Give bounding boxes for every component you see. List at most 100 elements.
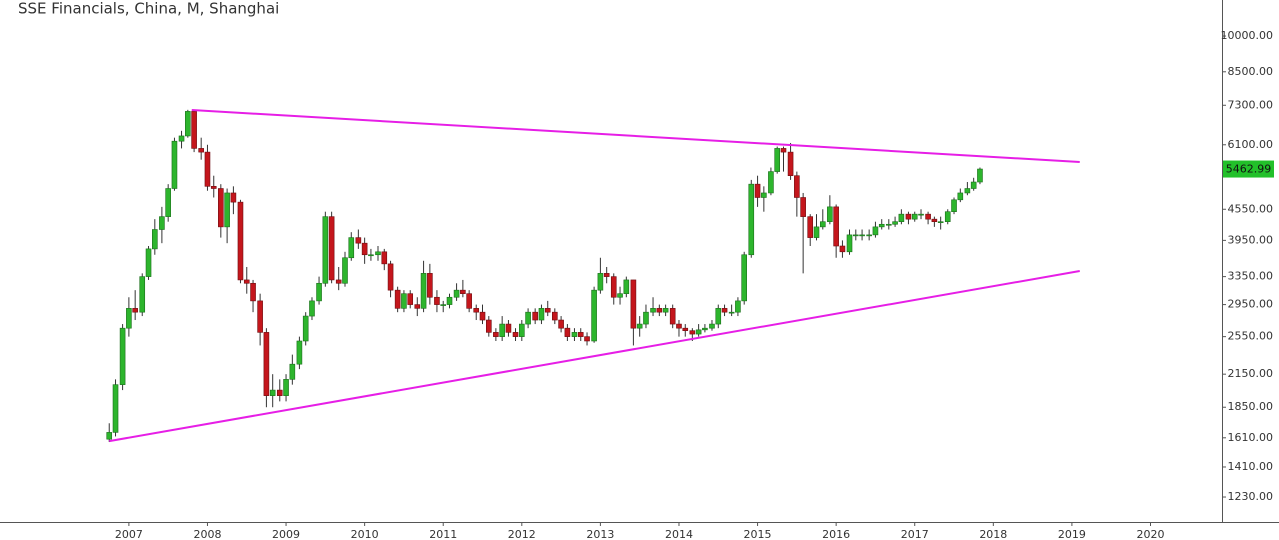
candle-body xyxy=(885,223,892,226)
y-tick-label: 4550.00 xyxy=(1228,202,1274,215)
candle-body xyxy=(185,111,191,137)
candle-body xyxy=(361,242,368,256)
candle-body xyxy=(499,323,505,337)
candle-body xyxy=(558,319,564,329)
candle-body xyxy=(427,273,433,298)
candle-body xyxy=(552,311,558,321)
candle-body xyxy=(937,221,944,223)
candle-body xyxy=(833,206,839,247)
x-tick-label: 2014 xyxy=(665,528,693,540)
candle-body xyxy=(218,188,224,228)
candle-body xyxy=(198,148,204,153)
candle-body xyxy=(944,211,951,222)
candle-body xyxy=(662,308,669,313)
candle-body xyxy=(957,192,964,201)
trend-line xyxy=(109,270,1080,443)
candle-body xyxy=(610,276,617,298)
candle-body xyxy=(191,111,197,149)
candle-body xyxy=(512,332,519,337)
candle-body xyxy=(505,323,512,333)
candle-body xyxy=(466,293,472,309)
last-price-label: 5462.99 xyxy=(1226,163,1272,176)
candle-body xyxy=(302,315,309,342)
candle-body xyxy=(106,432,113,440)
candle-body xyxy=(159,216,165,230)
y-tick-label: 1230.00 xyxy=(1228,490,1274,503)
candle-body xyxy=(276,389,283,396)
candle-body xyxy=(283,379,289,396)
candle-body xyxy=(112,384,119,433)
candle-body xyxy=(532,311,538,321)
candle-body xyxy=(702,327,708,331)
candle-body xyxy=(951,199,957,212)
candle-body xyxy=(322,216,329,284)
candle-body xyxy=(224,192,230,228)
candle-body xyxy=(892,221,898,225)
candle-body xyxy=(407,293,414,305)
x-tick-label: 2009 xyxy=(272,528,300,540)
candle-body xyxy=(709,323,715,329)
candle-body xyxy=(460,289,466,294)
candle-body xyxy=(905,213,912,220)
y-tick-label: 7300.00 xyxy=(1228,98,1274,111)
candle-body xyxy=(630,279,637,329)
candle-body xyxy=(577,332,584,337)
candle-body xyxy=(296,340,303,365)
candle-body xyxy=(525,311,531,325)
candle-body xyxy=(780,148,787,153)
candle-body xyxy=(827,206,833,222)
candle-body xyxy=(918,213,924,216)
candle-body xyxy=(931,218,938,222)
candle-body xyxy=(119,327,126,385)
candle-body xyxy=(735,300,741,313)
y-tick-label: 6100.00 xyxy=(1228,138,1274,151)
candle-body xyxy=(911,213,918,220)
x-tick-label: 2011 xyxy=(429,528,457,540)
candle-body xyxy=(866,234,872,237)
candle-body xyxy=(597,273,604,291)
candle-body xyxy=(794,175,800,198)
x-tick-label: 2016 xyxy=(822,528,850,540)
candle-body xyxy=(977,168,983,183)
candle-body xyxy=(348,237,355,259)
candle-body xyxy=(538,308,545,321)
candle-body xyxy=(925,213,931,220)
candle-body xyxy=(623,279,630,294)
candle-body xyxy=(800,197,806,217)
candle-body xyxy=(355,237,362,244)
candle-body xyxy=(394,289,401,309)
x-tick-label: 2008 xyxy=(193,528,221,540)
y-tick-label: 1610.00 xyxy=(1228,431,1274,444)
chart-title: SSE Financials, China, M, Shanghai xyxy=(18,0,279,18)
candle-body xyxy=(584,336,590,342)
y-tick-label: 3950.00 xyxy=(1228,233,1274,246)
candle-body xyxy=(519,323,525,337)
candle-body xyxy=(387,263,394,291)
y-tick-label: 1850.00 xyxy=(1228,400,1274,413)
candle-body xyxy=(485,319,492,333)
candle-body xyxy=(682,327,689,331)
candle-body xyxy=(964,188,971,194)
candle-body xyxy=(807,216,814,238)
candle-body xyxy=(342,257,348,284)
x-tick-label: 2019 xyxy=(1058,528,1086,540)
candle-body xyxy=(872,226,879,236)
candle-body xyxy=(813,226,820,238)
candle-body xyxy=(839,245,846,253)
candle-body xyxy=(603,273,610,277)
x-tick-label: 2010 xyxy=(351,528,379,540)
candle-body xyxy=(479,311,486,321)
candle-body xyxy=(473,308,480,313)
y-tick-label: 2150.00 xyxy=(1228,367,1274,380)
y-tick-label: 2950.00 xyxy=(1228,298,1274,311)
candle-body xyxy=(768,171,774,194)
candle-body xyxy=(852,234,859,237)
candle-body xyxy=(420,273,427,309)
candle-body xyxy=(761,192,767,198)
candle-body xyxy=(316,282,322,302)
candle-body xyxy=(257,300,263,333)
candle-body xyxy=(656,308,663,313)
candle-body xyxy=(230,192,237,203)
candle-body xyxy=(544,308,551,313)
